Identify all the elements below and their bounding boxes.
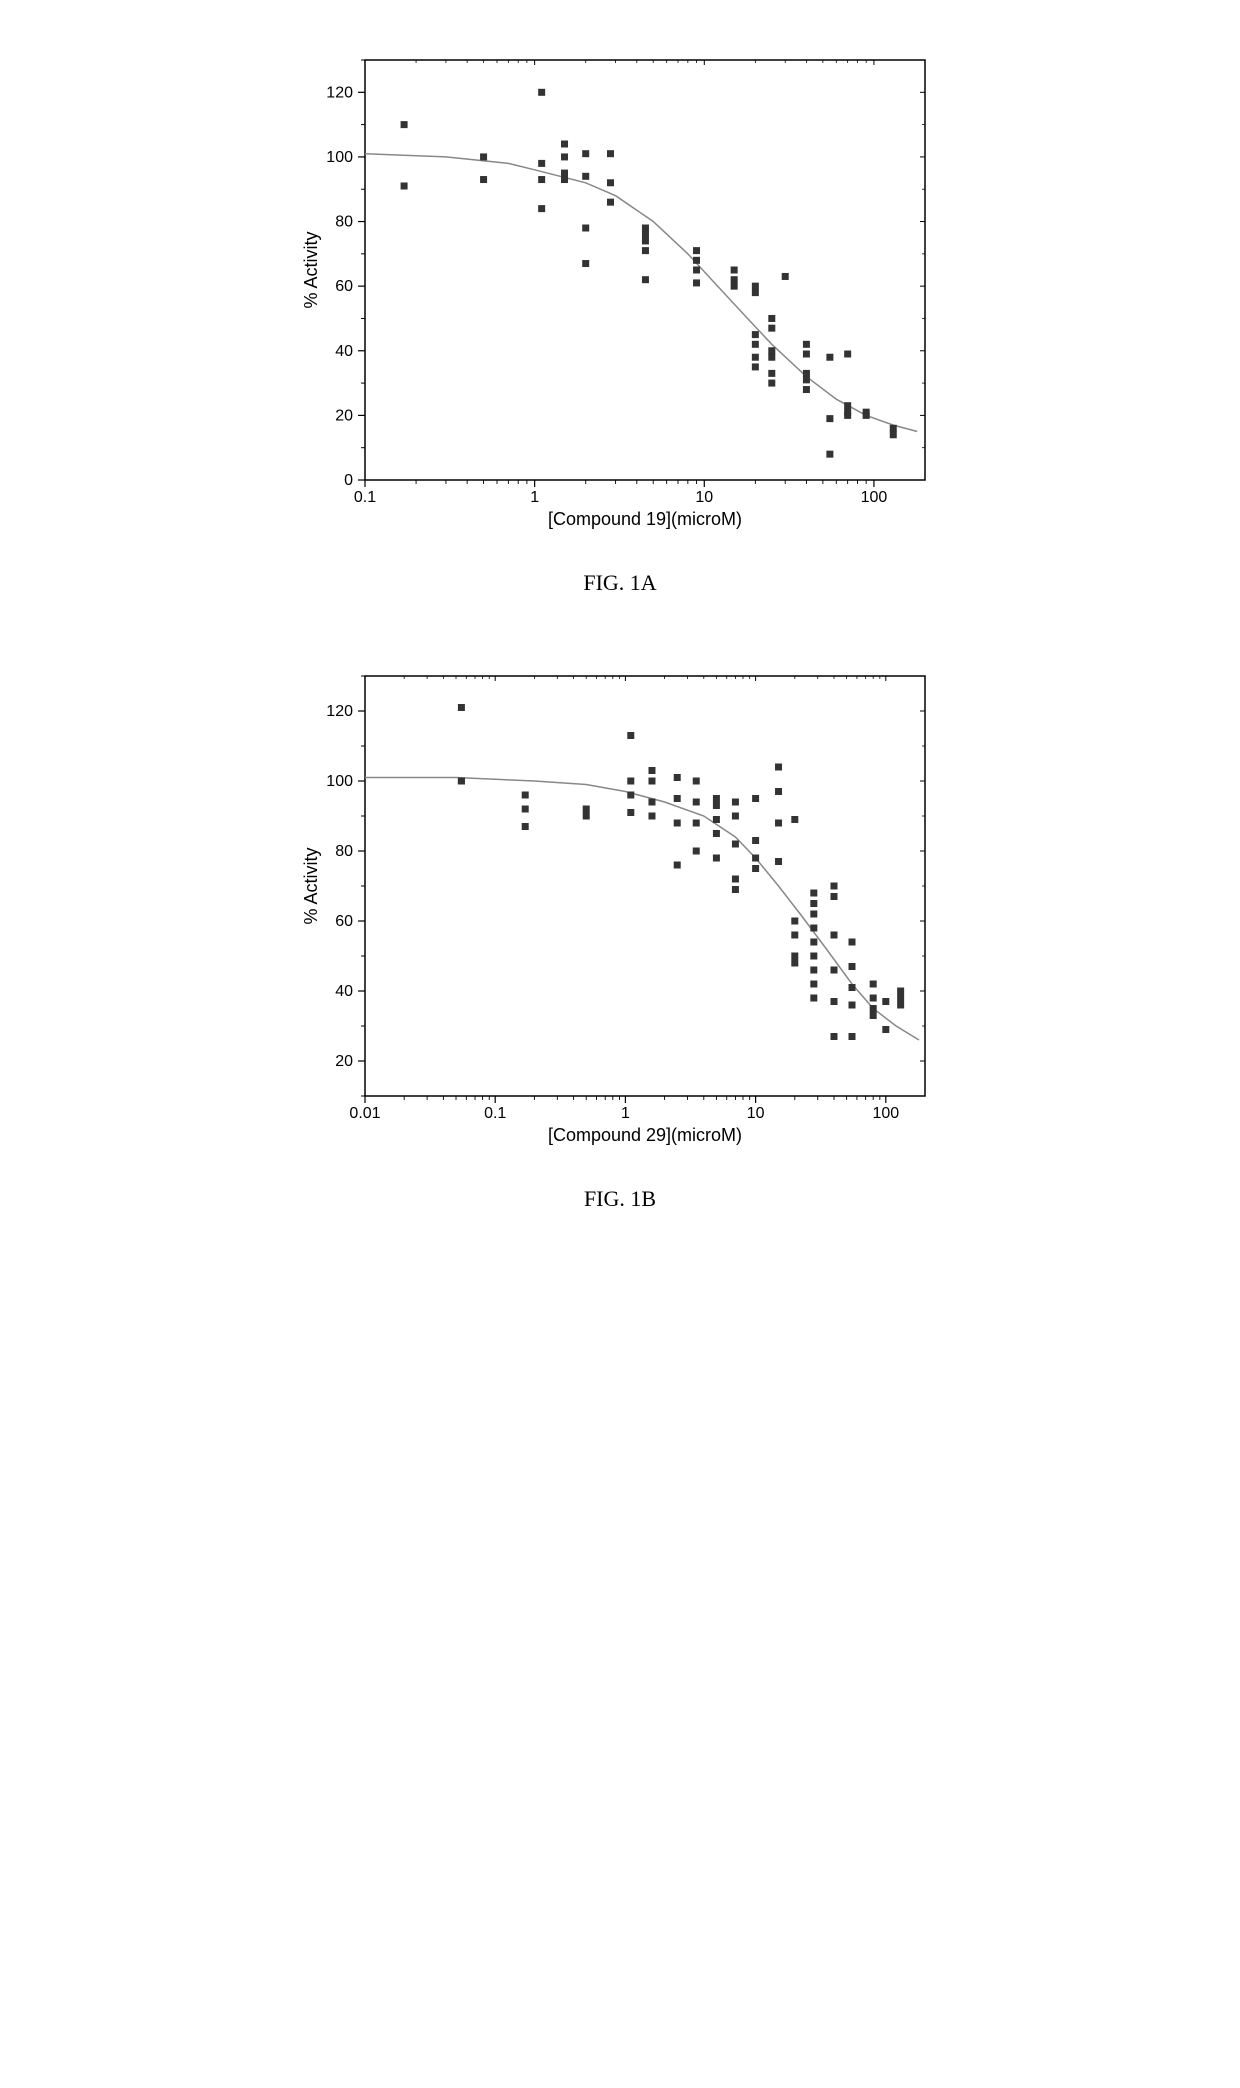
- svg-text:100: 100: [861, 489, 888, 506]
- svg-text:1: 1: [621, 1105, 630, 1122]
- svg-text:% Activity: % Activity: [301, 231, 321, 308]
- caption-1a: FIG. 1A: [295, 570, 945, 596]
- figure-1a: 0 20 40 60 80 100 120 0.1 1 10 100 [Compound 19](mi…: [295, 40, 945, 596]
- svg-text:1: 1: [530, 489, 539, 506]
- svg-text:% Activity: % Activity: [301, 847, 321, 924]
- svg-text:60: 60: [335, 913, 353, 930]
- svg-text:0.1: 0.1: [354, 489, 376, 506]
- svg-text:[Compound 19](microM): [Compound 19](microM): [548, 509, 742, 529]
- svg-text:0.01: 0.01: [349, 1105, 380, 1122]
- svg-text:10: 10: [747, 1105, 765, 1122]
- svg-text:20: 20: [335, 407, 353, 424]
- svg-text:20: 20: [335, 1053, 353, 1070]
- svg-text:80: 80: [335, 843, 353, 860]
- svg-text:0: 0: [344, 472, 353, 489]
- chart-1b: 20 40 60 80 100 120 0.01 0.1 1 10 100 [Compound 29]…: [295, 656, 945, 1156]
- svg-text:60: 60: [335, 278, 353, 295]
- chart-1a: 0 20 40 60 80 100 120 0.1 1 10 100 [Compound 19](mi…: [295, 40, 945, 540]
- svg-text:40: 40: [335, 983, 353, 1000]
- svg-text:80: 80: [335, 214, 353, 231]
- svg-text:100: 100: [326, 773, 353, 790]
- svg-text:120: 120: [326, 84, 353, 101]
- svg-text:0.1: 0.1: [484, 1105, 506, 1122]
- figure-1b: 20 40 60 80 100 120 0.01 0.1 1 10 100 [Compound 29]…: [295, 656, 945, 1212]
- svg-text:100: 100: [872, 1105, 899, 1122]
- svg-text:120: 120: [326, 703, 353, 720]
- svg-text:40: 40: [335, 343, 353, 360]
- svg-text:10: 10: [695, 489, 713, 506]
- caption-1b: FIG. 1B: [295, 1186, 945, 1212]
- svg-text:100: 100: [326, 149, 353, 166]
- svg-text:[Compound 29](microM): [Compound 29](microM): [548, 1125, 742, 1145]
